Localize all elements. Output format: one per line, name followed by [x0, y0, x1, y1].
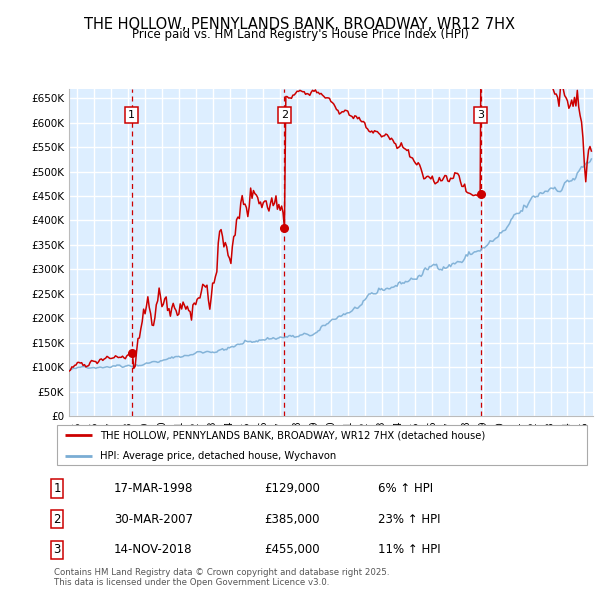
Text: 3: 3 — [53, 543, 61, 556]
Text: £129,000: £129,000 — [264, 482, 320, 495]
Text: 3: 3 — [477, 110, 484, 120]
Text: 2: 2 — [281, 110, 288, 120]
Text: Contains HM Land Registry data © Crown copyright and database right 2025.
This d: Contains HM Land Registry data © Crown c… — [54, 568, 389, 587]
Text: 6% ↑ HPI: 6% ↑ HPI — [378, 482, 433, 495]
Text: Price paid vs. HM Land Registry's House Price Index (HPI): Price paid vs. HM Land Registry's House … — [131, 28, 469, 41]
Text: 30-MAR-2007: 30-MAR-2007 — [114, 513, 193, 526]
Text: 11% ↑ HPI: 11% ↑ HPI — [378, 543, 440, 556]
Text: THE HOLLOW, PENNYLANDS BANK, BROADWAY, WR12 7HX: THE HOLLOW, PENNYLANDS BANK, BROADWAY, W… — [85, 17, 515, 31]
FancyBboxPatch shape — [56, 425, 587, 465]
Text: HPI: Average price, detached house, Wychavon: HPI: Average price, detached house, Wych… — [100, 451, 336, 461]
Text: £385,000: £385,000 — [264, 513, 320, 526]
Text: 1: 1 — [53, 482, 61, 495]
Text: £455,000: £455,000 — [264, 543, 320, 556]
Text: 1: 1 — [128, 110, 135, 120]
Text: 17-MAR-1998: 17-MAR-1998 — [114, 482, 193, 495]
Text: THE HOLLOW, PENNYLANDS BANK, BROADWAY, WR12 7HX (detached house): THE HOLLOW, PENNYLANDS BANK, BROADWAY, W… — [100, 431, 485, 440]
Text: 14-NOV-2018: 14-NOV-2018 — [114, 543, 193, 556]
Text: 23% ↑ HPI: 23% ↑ HPI — [378, 513, 440, 526]
Text: 2: 2 — [53, 513, 61, 526]
